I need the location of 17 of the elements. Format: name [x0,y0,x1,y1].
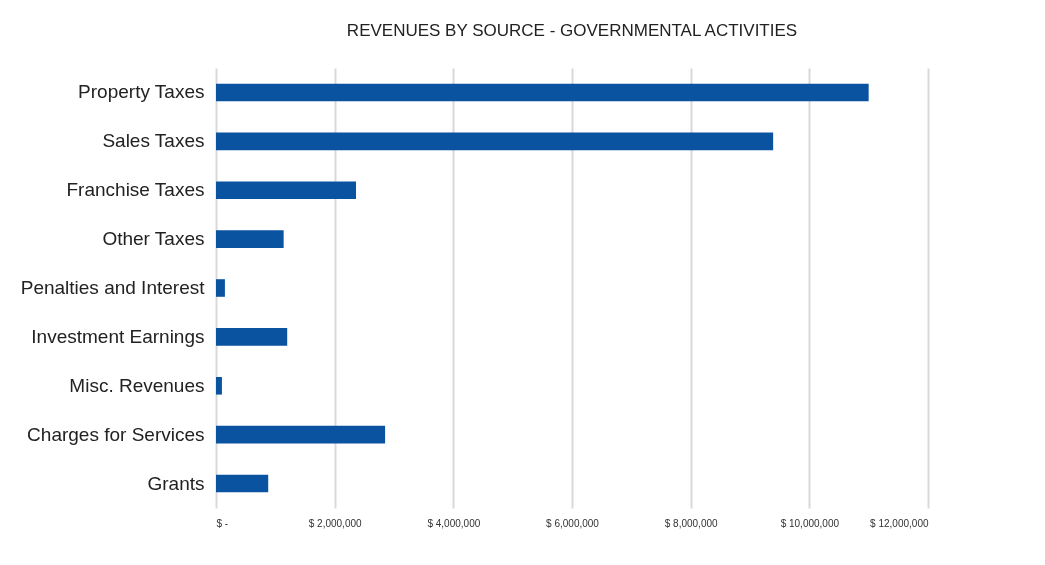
y-tick-label: Franchise Taxes [66,179,205,201]
y-tick-label: Penalties and Interest [20,277,206,298]
y-tick-label: Misc. Revenues [69,374,205,396]
x-tick-label: $ 6,000,000 [546,517,600,529]
y-tick-label: Other Taxes [102,228,205,250]
y-tick-label: Property Taxes [78,81,205,103]
x-tick-label: $ 8,000,000 [664,517,719,529]
x-tick-label: $ 2,000,000 [308,517,363,529]
y-tick-label: Grants [147,472,205,494]
y-tick-label: Sales Taxes [102,130,205,152]
x-tick-label: $ - [216,517,229,529]
x-tick-label: $ 12,000,000 [870,517,929,529]
y-tick-label: Charges for Services [27,423,205,445]
x-tick-label: $ 4,000,000 [427,517,481,529]
x-tick-label: $ 10,000,000 [780,517,840,529]
chart-title: REVENUES BY SOURCE - GOVERNMENTAL ACTIVITIES [346,21,798,40]
y-tick-label: Investment Earnings [31,325,205,347]
